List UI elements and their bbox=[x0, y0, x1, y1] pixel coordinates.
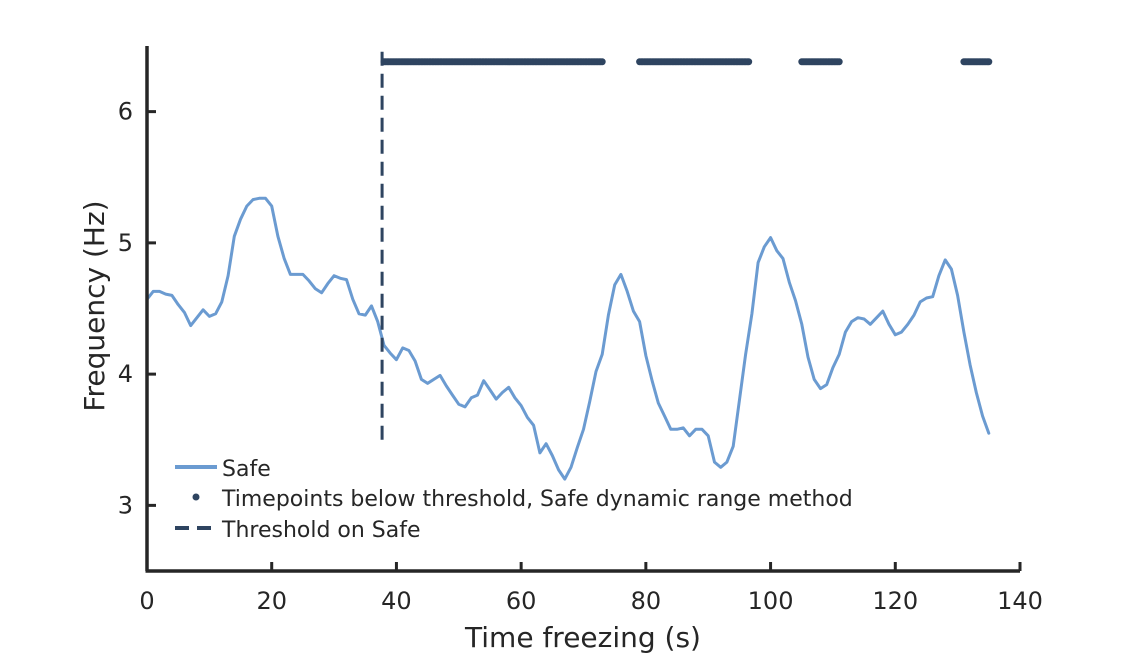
y-axis-label: Frequency (Hz) bbox=[78, 200, 111, 411]
below-threshold-point bbox=[598, 58, 606, 66]
below-threshold-point bbox=[985, 58, 993, 66]
axes: 0 20 40 60 80 100 120 140 3 4 5 6 bbox=[118, 46, 1043, 615]
legend-swatch-below-threshold bbox=[192, 493, 200, 501]
series-line-safe bbox=[145, 196, 991, 481]
x-axis-label: Time freezing (s) bbox=[464, 621, 701, 654]
x-tick-label: 40 bbox=[381, 587, 412, 615]
legend-label-safe: Safe bbox=[222, 457, 271, 482]
legend: Safe Timepoints below threshold, Safe dy… bbox=[175, 457, 853, 543]
y-tick-label: 6 bbox=[118, 98, 133, 126]
below-threshold-segment bbox=[380, 58, 606, 66]
plot-area bbox=[145, 46, 993, 481]
y-tick-label: 5 bbox=[118, 229, 133, 257]
below-threshold-point bbox=[745, 58, 753, 66]
x-tick-label: 80 bbox=[631, 587, 662, 615]
y-tick-label: 3 bbox=[118, 491, 133, 519]
x-tick-label: 60 bbox=[506, 587, 537, 615]
below-threshold-segment bbox=[960, 58, 993, 66]
below-threshold-point bbox=[835, 58, 843, 66]
x-tick-label: 0 bbox=[139, 587, 154, 615]
below-threshold-segment bbox=[636, 58, 753, 66]
y-tick-label: 4 bbox=[118, 360, 133, 388]
legend-label-threshold: Threshold on Safe bbox=[221, 518, 421, 543]
x-tick-label: 140 bbox=[997, 587, 1043, 615]
below-threshold-segment bbox=[798, 58, 843, 66]
legend-label-below-threshold: Timepoints below threshold, Safe dynamic… bbox=[221, 487, 853, 512]
x-tick-label: 100 bbox=[748, 587, 794, 615]
x-tick-label: 120 bbox=[872, 587, 918, 615]
x-tick-label: 20 bbox=[256, 587, 287, 615]
